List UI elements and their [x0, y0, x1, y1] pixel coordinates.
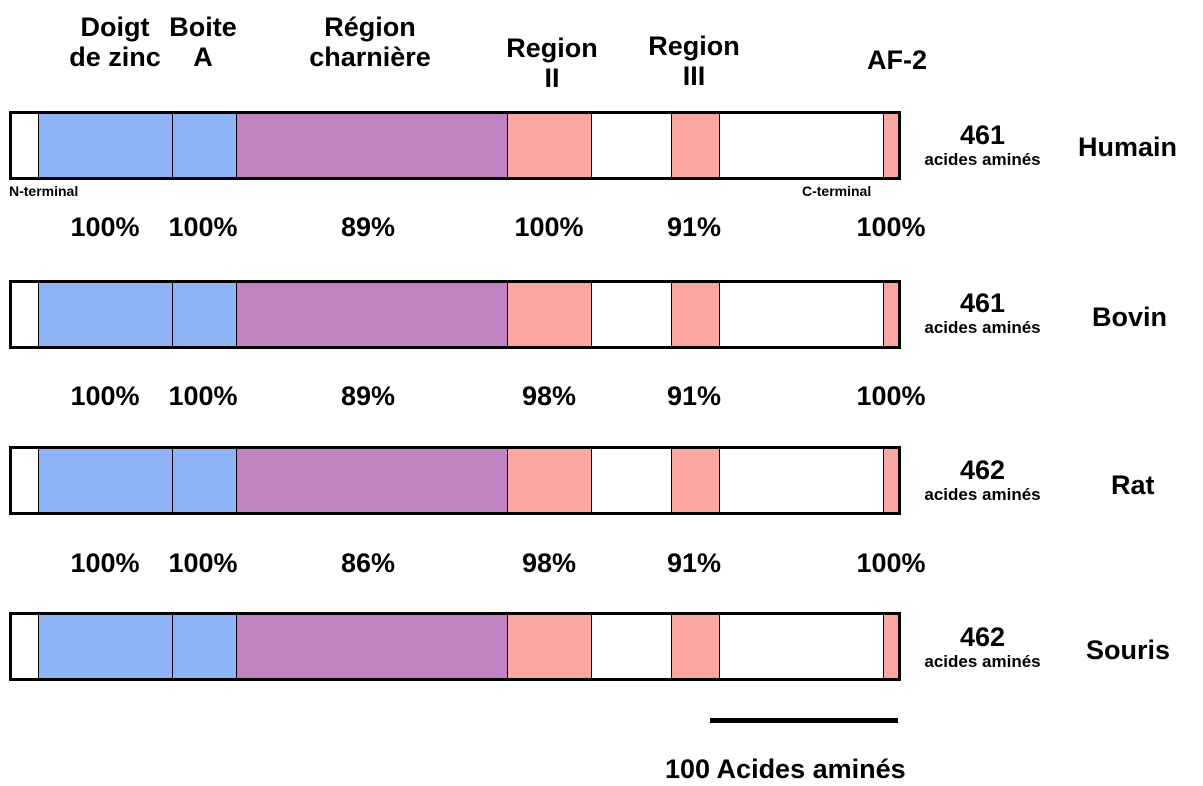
zinc-finger-segment	[38, 615, 172, 678]
identity-value: 86%	[340, 548, 396, 578]
domain-header-line: AF-2	[867, 45, 927, 75]
af2-segment	[883, 615, 898, 678]
length-unit: acides aminés	[924, 318, 1041, 337]
linker-segment	[591, 114, 671, 177]
identity-value: 100%	[856, 548, 926, 578]
c-terminal-label: C-terminal	[802, 183, 872, 199]
af2-segment	[883, 114, 898, 177]
domain-header-line: III	[682, 61, 706, 91]
identity-value: 91%	[666, 381, 722, 411]
box-a-segment	[172, 449, 236, 512]
ligand-binding-segment	[719, 449, 883, 512]
protein-bar-souris	[9, 612, 901, 681]
length-label-humain: 461 acides aminés	[905, 120, 1060, 170]
domain-header-line: II	[544, 63, 560, 93]
n-terminal-segment	[12, 283, 38, 346]
length-value: 462	[959, 455, 1006, 485]
n-terminal-segment	[12, 114, 38, 177]
length-unit: acides aminés	[924, 150, 1041, 169]
domain-header-line: Region	[506, 33, 598, 63]
length-label-souris: 462 acides aminés	[905, 622, 1060, 672]
af2-segment	[883, 449, 898, 512]
protein-bar-humain	[9, 111, 901, 180]
domain-header-hinge: Région charnière	[290, 12, 450, 72]
domain-header-region-iii: Region III	[634, 31, 754, 91]
region-iii-segment	[671, 114, 719, 177]
zinc-finger-segment	[38, 283, 172, 346]
identity-value: 100%	[856, 212, 926, 242]
region-ii-segment	[507, 114, 591, 177]
linker-segment	[591, 449, 671, 512]
hinge-segment	[236, 114, 507, 177]
region-iii-segment	[671, 449, 719, 512]
domain-header-box-a: Boite A	[158, 12, 248, 72]
zinc-finger-segment	[38, 114, 172, 177]
domain-header-af2: AF-2	[842, 45, 952, 75]
box-a-segment	[172, 114, 236, 177]
identity-value: 100%	[514, 212, 584, 242]
hinge-segment	[236, 283, 507, 346]
domain-header-line: Région	[324, 12, 416, 42]
n-terminal-segment	[12, 615, 38, 678]
length-unit: acides aminés	[924, 485, 1041, 504]
hinge-segment	[236, 615, 507, 678]
scale-bar-label: 100 Acides aminés	[665, 754, 906, 784]
domain-header-zinc-finger: Doigt de zinc	[50, 12, 180, 72]
protein-bar-rat	[9, 446, 901, 515]
identity-value: 100%	[70, 548, 140, 578]
ligand-binding-segment	[719, 114, 883, 177]
length-value: 461	[959, 288, 1006, 318]
identity-value: 89%	[340, 212, 396, 242]
domain-header-line: Boite	[169, 12, 237, 42]
region-iii-segment	[671, 615, 719, 678]
length-label-bovin: 461 acides aminés	[905, 288, 1060, 338]
identity-value: 98%	[521, 381, 577, 411]
hinge-segment	[236, 449, 507, 512]
n-terminal-segment	[12, 449, 38, 512]
identity-value: 91%	[666, 212, 722, 242]
length-value: 462	[959, 622, 1006, 652]
n-terminal-label: N-terminal	[9, 183, 79, 199]
identity-value: 100%	[168, 381, 238, 411]
linker-segment	[591, 283, 671, 346]
protein-bar-bovin	[9, 280, 901, 349]
identity-value: 98%	[521, 548, 577, 578]
species-name-bovin: Bovin	[1092, 302, 1168, 332]
identity-value: 100%	[856, 381, 926, 411]
identity-value: 100%	[70, 212, 140, 242]
ligand-binding-segment	[719, 615, 883, 678]
box-a-segment	[172, 615, 236, 678]
region-ii-segment	[507, 449, 591, 512]
identity-value: 100%	[70, 381, 140, 411]
length-label-rat: 462 acides aminés	[905, 455, 1060, 505]
scale-bar-line	[710, 718, 898, 723]
identity-value: 91%	[666, 548, 722, 578]
length-value: 461	[959, 120, 1006, 150]
domain-header-line: de zinc	[69, 42, 161, 72]
domain-header-line: Doigt	[80, 12, 150, 42]
length-unit: acides aminés	[924, 652, 1041, 671]
zinc-finger-segment	[38, 449, 172, 512]
linker-segment	[591, 615, 671, 678]
region-iii-segment	[671, 283, 719, 346]
identity-value: 100%	[168, 212, 238, 242]
box-a-segment	[172, 283, 236, 346]
region-ii-segment	[507, 283, 591, 346]
species-name-rat: Rat	[1111, 470, 1155, 500]
identity-value: 100%	[168, 548, 238, 578]
af2-segment	[883, 283, 898, 346]
species-name-humain: Humain	[1078, 132, 1178, 162]
ligand-binding-segment	[719, 283, 883, 346]
region-ii-segment	[507, 615, 591, 678]
species-name-souris: Souris	[1086, 635, 1171, 665]
domain-header-line: A	[193, 42, 213, 72]
domain-header-line: Region	[648, 31, 740, 61]
identity-value: 89%	[340, 381, 396, 411]
domain-header-region-ii: Region II	[492, 33, 612, 93]
domain-header-line: charnière	[309, 42, 431, 72]
